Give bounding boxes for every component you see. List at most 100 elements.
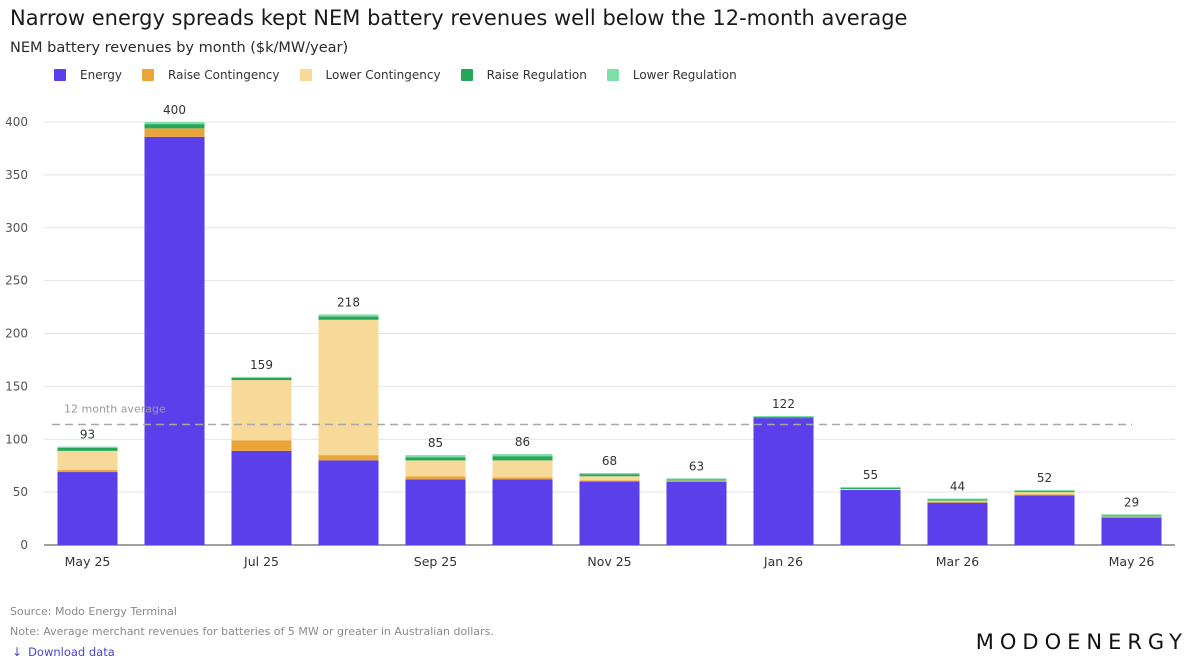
y-tick-label: 400 — [5, 115, 28, 129]
bar-total-label: 159 — [250, 358, 273, 372]
bar-segment-raise-regulation — [927, 499, 988, 501]
bar-segment-raise-regulation — [666, 479, 727, 481]
legend-swatch-energy — [54, 69, 66, 81]
bar-segment-lower-regulation — [753, 415, 814, 418]
bar-segment-raise-contingency — [927, 501, 988, 503]
x-tick-label: Nov 25 — [587, 554, 631, 569]
bar-segment-raise-regulation — [1014, 491, 1075, 493]
bar-segment-lower-contingency — [927, 500, 988, 502]
bar-segment-lower-contingency — [840, 488, 901, 491]
bar-segment-lower-contingency — [1101, 516, 1162, 518]
average-line-label: 12 month average — [64, 402, 166, 415]
bar-segment-energy — [927, 502, 988, 545]
download-arrow-icon: ↓ — [12, 645, 23, 659]
bar-segment-raise-regulation — [753, 417, 814, 419]
legend-swatch-raise-regulation — [460, 69, 473, 81]
download-data-label: Download data — [28, 645, 115, 659]
bar-segment-raise-contingency — [579, 480, 640, 482]
bar-total-label: 55 — [863, 468, 878, 482]
bar-segment-lower-contingency — [579, 476, 640, 481]
y-tick-label: 350 — [5, 168, 28, 182]
bar-segment-energy — [405, 479, 466, 545]
bar-segment-lower-regulation — [492, 454, 553, 457]
chart-subtitle: NEM battery revenues by month ($k/MW/yea… — [10, 40, 349, 56]
bar-segment-lower-regulation — [579, 473, 640, 475]
bar-segment-energy — [1101, 517, 1162, 545]
legend-label-raise-contingency: Raise Contingency — [168, 68, 280, 82]
bar-total-label: 85 — [428, 436, 443, 450]
bar-segment-lower-contingency — [231, 380, 292, 441]
bar-segment-raise-regulation — [405, 457, 466, 461]
bar-segment-lower-regulation — [840, 486, 901, 488]
source-note: Source: Modo Energy Terminal — [10, 605, 177, 618]
bar-segment-raise-regulation — [144, 124, 205, 129]
bar-total-label: 44 — [950, 479, 965, 493]
bar-segment-lower-regulation — [927, 498, 988, 500]
bar-segment-lower-regulation — [318, 314, 379, 317]
bar-segment-raise-contingency — [57, 469, 118, 473]
bar-segment-lower-regulation — [1101, 514, 1162, 516]
bar-total-label: 63 — [689, 459, 704, 473]
legend-item-lower-regulation[interactable]: Lower Regulation — [606, 68, 737, 82]
legend-item-raise-regulation[interactable]: Raise Regulation — [460, 68, 587, 82]
legend-item-energy[interactable]: Energy — [54, 68, 122, 82]
bar-segment-raise-regulation — [579, 474, 640, 477]
bar-segment-lower-regulation — [666, 478, 727, 480]
y-tick-label: 0 — [20, 538, 28, 552]
legend-label-energy: Energy — [80, 68, 123, 82]
x-tick-label: Mar 26 — [936, 554, 980, 569]
bar-total-label: 86 — [515, 435, 530, 449]
bar-total-label: 52 — [1037, 471, 1052, 485]
x-tick-label: Sep 25 — [414, 554, 457, 569]
x-tick-label: Jul 25 — [243, 554, 279, 569]
bar-segment-raise-regulation — [492, 456, 553, 461]
bar-segment-lower-regulation — [57, 446, 118, 448]
bar-segment-lower-contingency — [1014, 492, 1075, 495]
bar-segment-lower-contingency — [318, 319, 379, 456]
bar-segment-lower-regulation — [1014, 490, 1075, 492]
bar-segment-raise-contingency — [405, 476, 466, 480]
chart-title: Narrow energy spreads kept NEM battery r… — [10, 6, 908, 30]
legend-label-lower-contingency: Lower Contingency — [325, 68, 441, 82]
bar-segment-lower-regulation — [231, 376, 292, 378]
bar-segment-lower-contingency — [57, 450, 118, 470]
legend-swatch-lower-regulation — [606, 69, 619, 81]
legend-swatch-raise-contingency — [142, 69, 155, 81]
bar-total-label: 122 — [772, 397, 795, 411]
bar-segment-energy — [57, 472, 118, 545]
x-tick-label: May 25 — [65, 554, 111, 569]
bar-segment-energy — [753, 418, 814, 545]
bar-segment-raise-contingency — [1014, 494, 1075, 496]
bar-segment-lower-contingency — [666, 480, 727, 482]
y-tick-label: 100 — [5, 432, 28, 446]
x-tick-label: Jan 26 — [763, 554, 803, 569]
bar-segment-raise-regulation — [231, 377, 292, 381]
bar-segment-lower-contingency — [492, 460, 553, 478]
y-tick-label: 50 — [13, 485, 28, 499]
footnote: Note: Average merchant revenues for batt… — [10, 625, 494, 638]
bar-segment-energy — [1014, 495, 1075, 545]
legend-item-lower-contingency[interactable]: Lower Contingency — [299, 68, 441, 82]
download-data-link[interactable]: ↓ Download data — [12, 645, 115, 659]
stacked-bar-chart: 0 50 100 150 200 250 300 350 400 93 May 25 400 159 Ju… — [5, 103, 1175, 569]
x-tick-label: May 26 — [1109, 554, 1155, 569]
legend-label-lower-regulation: Lower Regulation — [632, 68, 737, 82]
bar-total-label: 400 — [163, 103, 186, 117]
bar-total-label: 68 — [602, 454, 617, 468]
bar-segment-raise-contingency — [318, 455, 379, 461]
bar-segment-lower-regulation — [144, 122, 205, 125]
legend-swatch-lower-contingency — [299, 69, 312, 81]
bar-segment-energy — [231, 450, 292, 545]
bar-segment-raise-regulation — [318, 316, 379, 320]
bar-segment-raise-contingency — [231, 440, 292, 451]
legend-item-raise-contingency[interactable]: Raise Contingency — [142, 68, 280, 82]
bar-segment-raise-regulation — [840, 487, 901, 489]
bar-segment-raise-contingency — [492, 477, 553, 480]
y-tick-label: 300 — [5, 221, 28, 235]
bar-segment-energy — [144, 136, 205, 545]
bar-segment-energy — [666, 481, 727, 545]
bar-segment-raise-regulation — [57, 447, 118, 451]
bar-segment-energy — [492, 479, 553, 545]
bar-segment-energy — [318, 460, 379, 545]
bar-segment-lower-regulation — [405, 455, 466, 458]
